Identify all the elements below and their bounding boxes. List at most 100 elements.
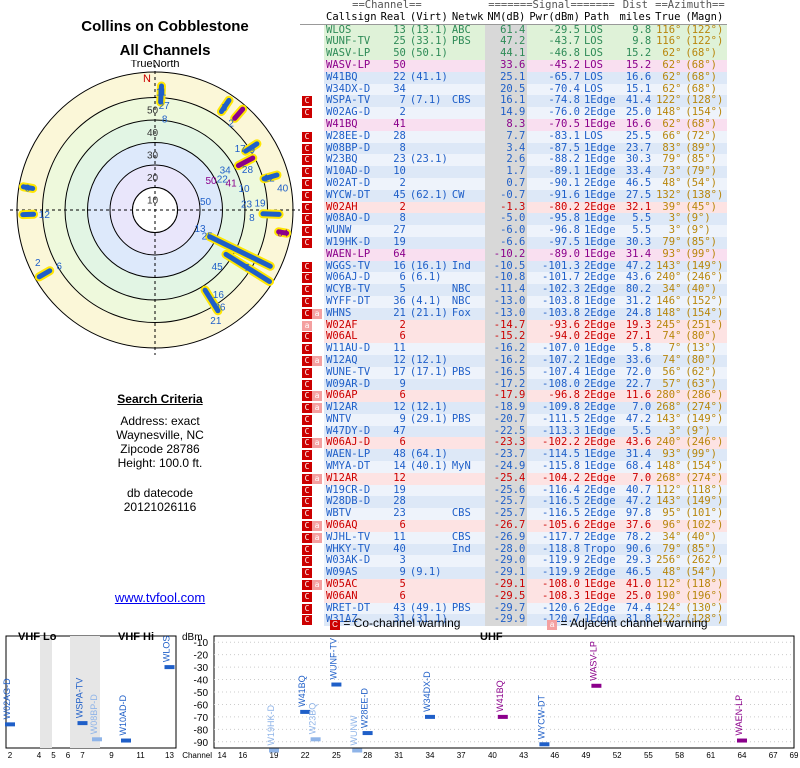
table-row[interactable]: C WRET-DT 43 (49.1) PBS -29.7 -120.6 2Edge 74.4 1… bbox=[300, 602, 727, 615]
cell-net bbox=[449, 166, 486, 178]
table-row[interactable]: C W06AL 6 -15.2 -94.0 2Edge 27.1 74° (80°) bbox=[300, 331, 727, 344]
warning-cell bbox=[300, 84, 324, 96]
cell-path: 1Edge bbox=[581, 141, 618, 155]
table-row[interactable]: WUNF-TV 25 (33.1) PBS 47.2 -43.7 LOS 9.8 116° (12… bbox=[300, 36, 727, 49]
cell-path: 2Edge bbox=[581, 401, 618, 414]
table-row[interactable]: C WAEN-LP 48 (64.1) -23.7 -114.5 1Edge 31.4 93°(… bbox=[300, 448, 727, 462]
table-row[interactable]: C W09AS 9 (9.1) -29.1 -119.9 2Edge 46.5 48° (54°) bbox=[300, 566, 727, 580]
table-row[interactable]: WASV-LP 50 (50.1) 44.1 -46.8 LOS 15.2 62° (68°) bbox=[300, 47, 727, 60]
co-channel-warning: C bbox=[302, 143, 312, 154]
table-row[interactable]: C W10AD-D 10 1.7 -89.1 1Edge 33.4 73° (79°) bbox=[300, 165, 727, 178]
table-row[interactable]: C WBTV 23 CBS -25.7 -116.5 2Edge 97.8 95° (101°) bbox=[300, 507, 727, 521]
radar-channel-label: 13 bbox=[194, 224, 206, 235]
cell-pwr: -116.5 bbox=[527, 496, 582, 509]
cell-net bbox=[449, 154, 486, 167]
radar-channel-label: 11 bbox=[156, 87, 167, 98]
table-row[interactable]: W34DX-D 34 20.5 -70.4 LOS 15.1 62° (68°) bbox=[300, 83, 727, 96]
cell-mag: (68°) bbox=[683, 118, 727, 131]
cell-nm: -17.2 bbox=[485, 378, 528, 391]
table-row[interactable]: C WYFF-DT 36 (4.1) NBC -13.0 -103.8 1Edge 31.2 14… bbox=[300, 295, 727, 308]
table-row[interactable]: C WCYB-TV 5 NBC -11.4 -102.3 2Edge 80.2 34° (40°) bbox=[300, 283, 727, 296]
header-cell: True bbox=[653, 11, 684, 25]
table-row[interactable]: C WNTV 9 (29.1) PBS -20.7 -111.5 2Edge 47.2 143°(… bbox=[300, 413, 727, 426]
warning-cell: C bbox=[300, 178, 324, 190]
table-row[interactable]: C W08BP-D 8 3.4 -87.5 1Edge 23.7 83° (89°) bbox=[300, 141, 727, 155]
table-row[interactable]: C W28EE-D 28 7.7 -83.1 LOS 25.5 66° (72°) bbox=[300, 130, 727, 143]
cell-path: LOS bbox=[581, 71, 618, 84]
tvfool-link[interactable]: www.tvfool.com bbox=[114, 590, 206, 605]
cell-mag: (85°) bbox=[683, 154, 727, 167]
spectrum-mark-label: W08BP-D bbox=[89, 694, 99, 735]
table-row[interactable]: C W09AR-D 9 -17.2 -108.0 2Edge 22.7 57° (63°) bbox=[300, 378, 727, 391]
cell-dist: 16.6 bbox=[617, 71, 654, 84]
cell-call: W09AS bbox=[324, 566, 379, 580]
cell-net: CBS bbox=[449, 531, 486, 544]
cell-net bbox=[449, 520, 486, 532]
table-row[interactable]: C WUNE-TV 17 (17.1) PBS -16.5 -107.4 1Edge 72.0 5… bbox=[300, 366, 727, 379]
ring-label: 40 bbox=[147, 128, 159, 139]
table-row[interactable]: C W06AN 6 -29.5 -108.3 1Edge 25.0 190° (196°) bbox=[300, 590, 727, 603]
cell-mag: (118°) bbox=[683, 484, 727, 497]
table-row[interactable]: C W06AJ-D 6 (6.1) -10.8 -101.7 2Edge 43.6 240° (2… bbox=[300, 272, 727, 285]
table-row[interactable]: WLOS 13 (13.1) ABC 61.4 -29.5 LOS 9.8 116° (122°) bbox=[300, 24, 727, 37]
cell-real: 2 bbox=[378, 201, 408, 214]
table-row[interactable]: C W47DY-D 47 -22.5 -113.3 1Edge 5.5 3° (9°) bbox=[300, 425, 727, 438]
cell-mag: (80°) bbox=[683, 331, 727, 344]
cell-nm: 7.7 bbox=[485, 130, 528, 143]
table-row[interactable]: C W19HK-D 19 -6.6 -97.5 1Edge 30.3 79° (85°) bbox=[300, 236, 727, 249]
table-row[interactable]: C W23BQ 23 (23.1) 2.6 -88.2 1Edge 30.3 79° (85°) bbox=[300, 154, 727, 167]
cell-call: WAEN-LP bbox=[324, 248, 379, 261]
cell-real: 27 bbox=[378, 224, 408, 237]
table-row[interactable]: a W02AF 2 -14.7 -93.6 2Edge 19.3 245° (251°) bbox=[300, 319, 727, 332]
spectrum-mark bbox=[121, 738, 131, 743]
co-channel-warning: C bbox=[302, 237, 312, 248]
table-row[interactable]: W41BQ 22 (41.1) 25.1 -65.7 LOS 16.6 62° (68°) bbox=[300, 71, 727, 84]
warning-cell bbox=[300, 60, 324, 72]
warning-cell: C bbox=[300, 544, 324, 556]
table-row[interactable]: C W11AU-D 11 -16.2 -107.0 1Edge 5.8 7° (13°) bbox=[300, 342, 727, 355]
cell-mag: (9°) bbox=[683, 425, 727, 438]
table-row[interactable]: C W08AO-D 8 -5.0 -95.8 1Edge 5.5 3° (9°) bbox=[300, 213, 727, 226]
table-row[interactable]: C WGGS-TV 16 (16.1) Ind -10.5 -101.3 2Edge 47.2 1… bbox=[300, 260, 727, 273]
table-row[interactable]: C WMYA-DT 14 (40.1) MyN -24.9 -115.8 1Edge 68.4 1… bbox=[300, 460, 727, 473]
table-row[interactable]: WAEN-LP 64 -10.2 -89.0 1Edge 31.4 93° (99°) bbox=[300, 248, 727, 261]
table-row[interactable]: C W02AH 2 -1.3 -80.2 2Edge 32.1 39° (45°) bbox=[300, 201, 727, 214]
table-row[interactable]: C W02AG-D 2 14.9 -76.0 2Edge 25.0 148° (154°) bbox=[300, 106, 727, 119]
table-row[interactable]: C WSPA-TV 7 (7.1) CBS 16.1 -74.8 1Edge 41.4 122°(… bbox=[300, 95, 727, 108]
cell-az: 34° bbox=[653, 283, 684, 296]
table-row[interactable]: C W02AT-D 2 0.7 -90.1 2Edge 46.5 48° (54°) bbox=[300, 177, 727, 190]
cell-real: 9 bbox=[378, 566, 408, 580]
co-channel-warning: C bbox=[302, 497, 312, 508]
table-row[interactable]: WASV-LP 50 33.6 -45.2 LOS 15.2 62° (68°) bbox=[300, 59, 727, 72]
cell-net bbox=[449, 118, 486, 131]
cell-net: PBS bbox=[449, 413, 486, 426]
cell-nm: -15.2 bbox=[485, 331, 528, 344]
table-row[interactable]: C W28DB-D 28 -25.7 -116.5 2Edge 47.2 143° (149°) bbox=[300, 496, 727, 509]
table-row[interactable]: C WUNW 27 -6.0 -96.8 1Edge 5.5 3° (9°) bbox=[300, 224, 727, 237]
table-row[interactable]: C WYCW-DT 45 (62.1) CW -0.7 -91.6 1Edge 27.5 132°… bbox=[300, 189, 727, 202]
radar-channel-label: 7 bbox=[244, 263, 250, 274]
table-row[interactable]: C W31AZ 31 (31.1) -29.9 -120.7 1Edge 31.8 122° (1… bbox=[300, 614, 727, 627]
table-row[interactable]: C W03AK-D 3 -29.0 -119.9 2Edge 29.3 256° (262°) bbox=[300, 555, 727, 568]
cell-pwr: -94.0 bbox=[527, 331, 582, 344]
cell-call: W47DY-D bbox=[324, 425, 379, 438]
cell-path: Tropo bbox=[581, 542, 618, 556]
co-channel-warning: C bbox=[302, 509, 312, 520]
table-row[interactable]: C WHKY-TV 40 Ind -28.0 -118.8 Tropo 90.6 79° (85°… bbox=[300, 542, 727, 556]
co-channel-warning: C bbox=[302, 485, 312, 496]
zip-text: Zipcode 28786 bbox=[120, 442, 200, 456]
table-row[interactable]: C W19CR-D 19 -25.6 -116.4 2Edge 40.7 112° (118°) bbox=[300, 484, 727, 497]
cell-path: 2Edge bbox=[581, 530, 618, 544]
spectrum-mark-label: WLOS bbox=[162, 636, 172, 663]
table-row[interactable]: W41BQ 41 8.3 -70.5 1Edge 16.6 62° (68°) bbox=[300, 118, 727, 131]
